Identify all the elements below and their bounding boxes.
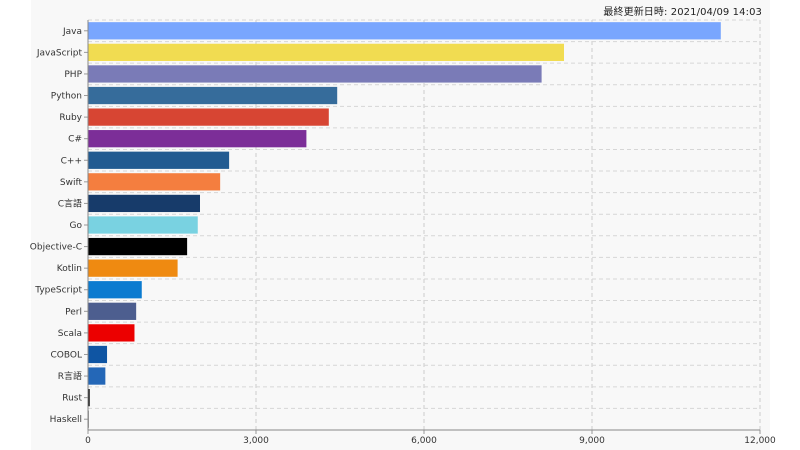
category-label: R言語 [58, 370, 82, 382]
x-tick-label: 12,000 [744, 436, 776, 446]
category-label: Ruby [59, 113, 82, 123]
bar [88, 367, 106, 385]
category-label: Kotlin [57, 264, 82, 274]
bar [88, 130, 307, 148]
x-tick-label: 6,000 [411, 436, 437, 446]
bar [88, 324, 135, 342]
bar [88, 22, 721, 40]
bar [88, 302, 137, 320]
bar [88, 86, 338, 105]
bar [88, 345, 108, 364]
bar [88, 281, 142, 299]
category-label: C# [68, 135, 82, 145]
category-label: Java [62, 27, 82, 37]
category-label: PHP [64, 70, 82, 80]
category-label: Haskell [50, 415, 82, 425]
bar [88, 173, 221, 191]
category-label: C言語 [58, 197, 82, 209]
x-tick-label: 9,000 [579, 436, 605, 446]
x-tick-label: 3,000 [243, 436, 269, 446]
bar [88, 43, 564, 61]
category-label: Swift [60, 178, 83, 188]
bar [88, 151, 230, 169]
bar [88, 65, 542, 83]
category-label: Objective-C [30, 243, 82, 253]
bar [88, 389, 90, 407]
bar [88, 108, 329, 126]
bar [88, 259, 178, 277]
category-label: Scala [58, 329, 82, 339]
bar [88, 216, 198, 234]
bar [88, 237, 188, 256]
last-updated-label: 最終更新日時: 2021/04/09 14:03 [603, 7, 762, 18]
category-label: JavaScript [36, 48, 83, 58]
category-label: Python [51, 92, 82, 102]
category-label: COBOL [51, 350, 82, 360]
category-label: Go [70, 221, 83, 231]
category-label: TypeScript [34, 286, 82, 296]
category-label: Perl [65, 307, 82, 317]
x-tick-label: 0 [85, 436, 91, 446]
category-label: C++ [61, 156, 82, 166]
bar [88, 194, 200, 213]
category-label: Rust [62, 394, 82, 404]
